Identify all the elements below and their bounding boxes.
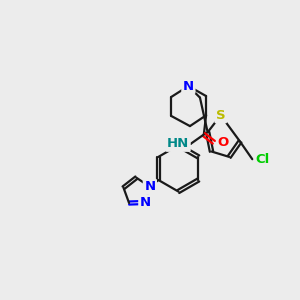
Text: S: S (216, 109, 226, 122)
Text: N: N (140, 196, 151, 209)
Text: N: N (144, 180, 155, 193)
Text: O: O (218, 136, 229, 149)
Text: Cl: Cl (255, 153, 270, 166)
Text: N: N (183, 80, 194, 92)
Text: HN: HN (167, 137, 189, 150)
